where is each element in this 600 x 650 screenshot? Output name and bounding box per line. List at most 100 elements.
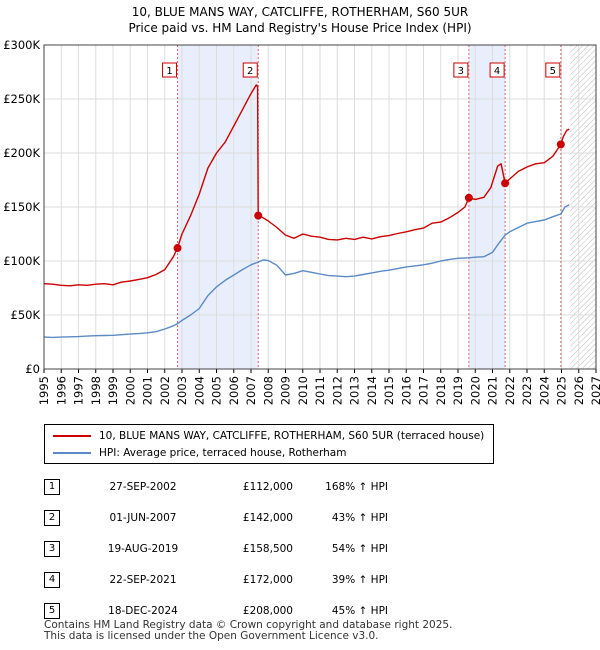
x-tick-label: 2023 [520,376,534,405]
property-series-line [43,84,570,287]
x-tick-label: 2014 [365,376,379,405]
sale-number-box [489,62,505,78]
sale-price-cell: £158,500 [198,533,293,564]
x-tick-label: 2019 [451,376,465,405]
sale-number-label: 2 [247,66,253,77]
x-tick-label: 2017 [417,376,431,405]
x-tick-label: 2004 [192,376,206,405]
x-tick-label: 1998 [89,376,103,405]
sale-date-cell: 27-SEP-2002 [88,471,198,502]
sale-date: 01-JUN-2007 [109,511,177,524]
sale-num: 5 [44,602,60,619]
x-tick-label: 2021 [486,376,500,405]
y-tick-label: £150K [3,200,40,214]
sale-date: 27-SEP-2002 [109,480,177,493]
x-tick-label: 2006 [227,376,241,405]
price-chart: £0 £50K £100K £150K £200K £250K £300K 1995 1996 1… [3,38,600,405]
y-tick-label: £50K [11,308,41,322]
hpi-series-line [43,204,570,339]
sale-number-label: 3 [458,66,464,77]
sale-number-box [545,62,561,78]
legend-item-property: 10, BLUE MANS WAY, CATCLIFFE, ROTHERHAM,… [53,428,484,444]
table-row: 5 18-DEC-2024 £208,000 45% ↑ HPI [44,595,388,626]
sale-date: 19-AUG-2019 [107,542,179,555]
x-tick-label: 2010 [296,376,310,405]
legend-swatch-red [53,435,91,437]
sale-point [254,211,263,220]
sale-number-box [453,62,469,78]
sale-hpi-cell: 43% ↑ HPI [293,502,388,533]
x-tick-label: 2013 [348,376,362,405]
sale-date: 18-DEC-2024 [108,604,178,617]
sale-hpi: 45% ↑ HPI [331,604,388,617]
sale-num-cell: 1 [44,471,88,502]
sale-price: £208,000 [242,604,293,617]
sale-hpi-cell: 54% ↑ HPI [293,533,388,564]
x-tick-label: 2009 [279,376,293,405]
x-tick-label: 2015 [382,376,396,405]
sale-date-cell: 19-AUG-2019 [88,533,198,564]
x-tick-label: 2007 [244,376,258,405]
sale-num-cell: 2 [44,502,88,533]
y-tick-label: £300K [3,38,40,52]
sale-date-cell: 18-DEC-2024 [88,595,198,626]
x-tick-label: 2020 [468,376,482,405]
sale-hpi: 168% ↑ HPI [325,480,388,493]
legend-label-property: 10, BLUE MANS WAY, CATCLIFFE, ROTHERHAM,… [99,430,485,442]
y-tick-label: £200K [3,146,40,160]
sale-num: 1 [44,478,60,495]
y-tick-label: £100K [3,254,40,268]
table-row: 3 19-AUG-2019 £158,500 54% ↑ HPI [44,533,388,564]
x-tick-label: 2000 [123,376,137,405]
x-tick-label: 2012 [330,376,344,405]
sale-price: £142,000 [242,511,293,524]
sale-hpi-cell: 39% ↑ HPI [293,564,388,595]
x-tick-label: 2001 [141,376,155,405]
footer: Contains HM Land Registry data © Crown c… [44,620,452,642]
sale-num: 2 [44,509,60,526]
x-tick-label: 2003 [175,376,189,405]
sale-price-cell: £172,000 [198,564,293,595]
chart-title-line1: 10, BLUE MANS WAY, CATCLIFFE, ROTHERHAM,… [131,5,469,19]
x-tick-label: 1996 [54,376,68,405]
x-tick-label: 1995 [37,376,51,405]
sale-date-cell: 22-SEP-2021 [88,564,198,595]
x-tick-label: 2011 [313,376,327,405]
x-tick-label: 2002 [158,376,172,405]
sale-hpi-cell: 168% ↑ HPI [293,471,388,502]
x-tick-label: 2008 [261,376,275,405]
sale-hpi: 43% ↑ HPI [331,511,388,524]
x-tick-label: 2026 [572,376,586,405]
table-row: 1 27-SEP-2002 £112,000 168% ↑ HPI [44,471,388,502]
sale-num-cell: 3 [44,533,88,564]
x-tick-label: 2024 [537,376,551,405]
sale-price-cell: £208,000 [198,595,293,626]
chart-title-line2: Price paid vs. HM Land Registry's House … [128,21,472,35]
table-row: 2 01-JUN-2007 £142,000 43% ↑ HPI [44,502,388,533]
sale-price: £158,500 [242,542,293,555]
sale-point [501,179,510,188]
x-tick-label: 2005 [210,376,224,405]
sale-date: 22-SEP-2021 [109,573,177,586]
footer-copyright: Contains HM Land Registry data © Crown c… [44,619,453,631]
sale-num-cell: 5 [44,595,88,626]
sale-point [464,193,473,202]
x-tick-label: 2027 [589,376,600,405]
sale-number-label: 1 [166,66,172,77]
sale-number-box [242,62,258,78]
legend-swatch-blue [53,452,91,454]
x-tick-label: 2022 [503,376,517,405]
x-tick-label: 2016 [399,376,413,405]
sale-num-cell: 4 [44,564,88,595]
sale-number-label: 4 [494,66,500,77]
sale-hpi: 39% ↑ HPI [331,573,388,586]
x-tick-label: 1997 [72,376,86,405]
sale-hpi: 54% ↑ HPI [331,542,388,555]
sale-point [173,244,182,253]
y-tick-label: £250K [3,92,40,106]
x-tick-label: 2025 [555,376,569,405]
sale-number-label: 5 [550,66,556,77]
sale-date-cell: 01-JUN-2007 [88,502,198,533]
footer-license: This data is licensed under the Open Gov… [44,630,379,642]
y-tick-label: £0 [25,362,40,376]
